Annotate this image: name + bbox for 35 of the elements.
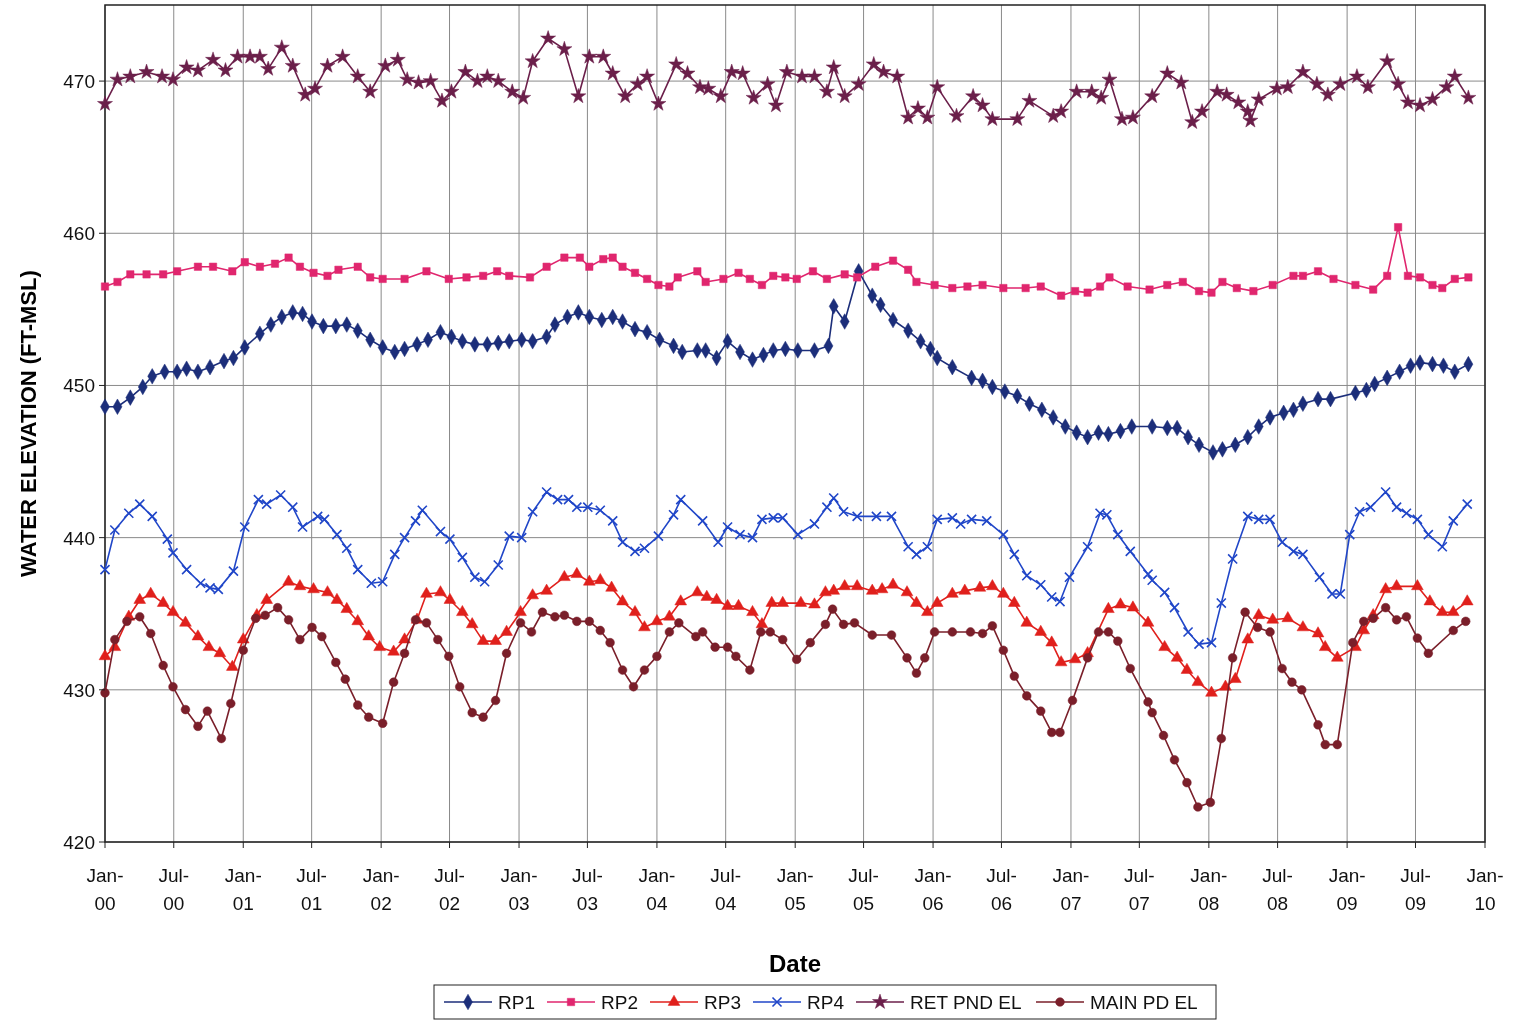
x-tick-label: Jan-08 [1190, 865, 1228, 914]
x-tick-label: Jul-02 [434, 865, 465, 914]
legend-label: RET PND EL [910, 992, 1022, 1013]
legend-label: MAIN PD EL [1090, 992, 1198, 1013]
x-tick-label: Jan-02 [362, 865, 400, 914]
x-tick-label: Jul-06 [986, 865, 1017, 914]
legend-label: RP1 [498, 992, 535, 1013]
y-tick-label: 440 [63, 527, 95, 549]
x-tick-label: Jul-00 [158, 865, 190, 914]
x-tick-label: Jul-01 [296, 865, 327, 914]
x-tick-label: Jan-10 [1466, 865, 1504, 914]
legend-label: RP2 [601, 992, 638, 1013]
legend-label: RP3 [704, 992, 741, 1013]
y-tick-label: 470 [63, 71, 95, 93]
legend-label: RP4 [807, 992, 845, 1013]
x-tick-label: Jan-07 [1052, 865, 1090, 914]
x-tick-label: Jan-00 [86, 865, 124, 914]
x-tick-label: Jan-06 [914, 865, 952, 914]
x-axis-title: Date [768, 950, 822, 977]
y-tick-label: 430 [63, 679, 95, 701]
x-tick-label: Jul-03 [572, 865, 603, 914]
y-tick-label: 450 [63, 375, 95, 397]
x-tick-label: Jul-07 [1124, 865, 1155, 914]
x-tick-label: Jul-08 [1262, 865, 1293, 914]
x-tick-label: Jul-09 [1400, 865, 1431, 914]
x-tick-label: Jul-04 [710, 865, 741, 914]
y-tick-label: 420 [63, 832, 95, 853]
y-tick-label: 460 [63, 223, 95, 245]
x-tick-label: Jan-04 [638, 865, 676, 914]
x-tick-label: Jul-05 [848, 865, 879, 914]
x-tick-label: Jan-03 [500, 865, 538, 914]
x-tick-label: Jan-05 [776, 865, 814, 914]
x-tick-label: Jan-09 [1328, 865, 1366, 914]
y-axis-title: WATER ELEVATION (FT-MSL) [16, 270, 41, 577]
x-tick-label: Jan-01 [224, 865, 262, 914]
